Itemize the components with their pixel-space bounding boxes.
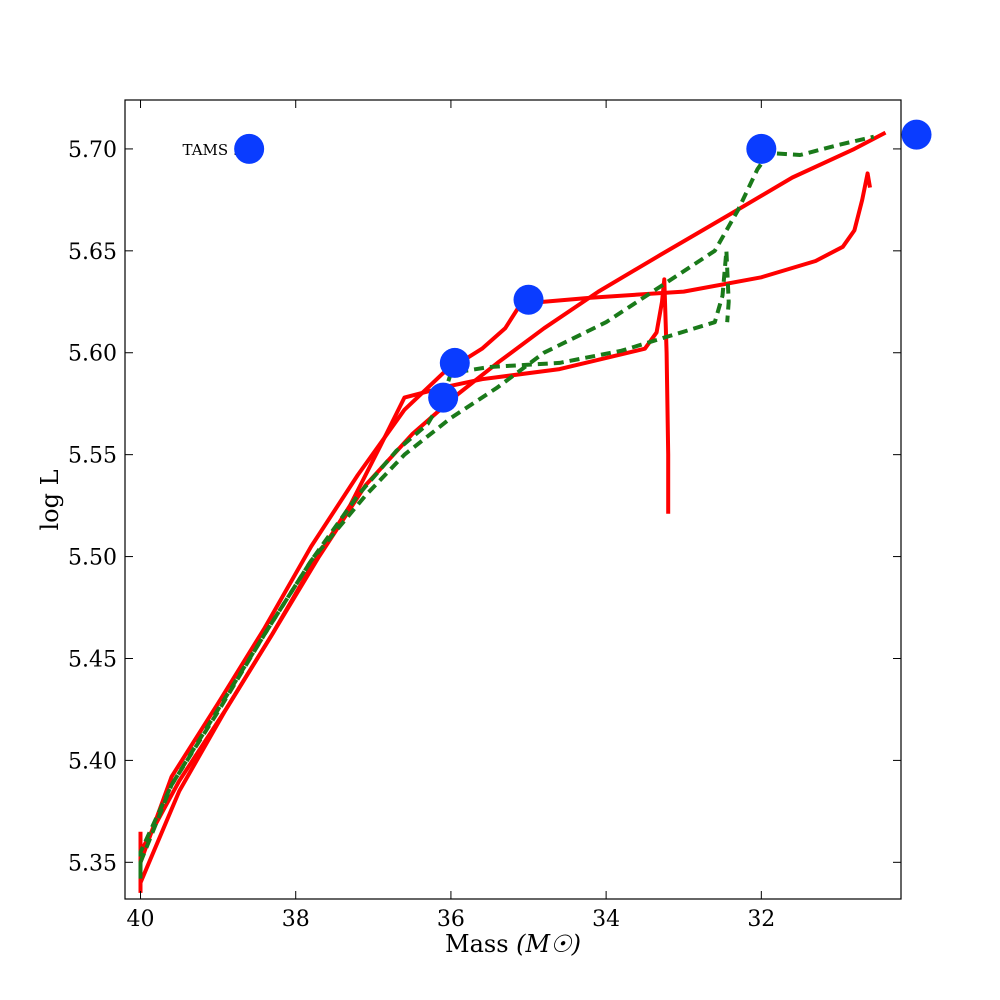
tams-marker xyxy=(439,347,470,378)
legend-label: TAMS : xyxy=(183,141,238,159)
y-tick-label: 5.45 xyxy=(68,647,117,672)
x-tick-label: 40 xyxy=(127,907,155,932)
x-tick-label: 38 xyxy=(282,907,310,932)
series-line-1 xyxy=(138,171,872,865)
y-tick-label: 5.55 xyxy=(68,444,117,469)
y-tick-label: 5.70 xyxy=(68,138,117,163)
y-tick-label: 5.65 xyxy=(68,240,117,265)
tams-marker-layer xyxy=(428,119,932,413)
y-tick-label: 5.35 xyxy=(68,851,117,876)
y-tick-label: 5.60 xyxy=(68,342,117,367)
y-axis-ticks: 5.35 5.40 5.45 5.50 5.55 5.60 5.65 5.70 xyxy=(68,138,901,876)
tams-marker xyxy=(428,382,459,413)
x-tick-label: 32 xyxy=(747,907,775,932)
y-axis-title: log L xyxy=(36,469,64,530)
tams-marker xyxy=(746,133,777,164)
x-axis-title-text: Mass xyxy=(445,930,509,958)
tams-marker xyxy=(901,119,932,150)
x-tick-label: 36 xyxy=(437,907,465,932)
x-tick-label: 34 xyxy=(592,907,620,932)
x-axis-title-unit: (M☉) xyxy=(516,930,581,958)
x-axis-title: Mass (M☉) xyxy=(445,930,581,958)
legend-marker xyxy=(234,133,265,164)
y-tick-label: 5.50 xyxy=(68,546,117,571)
series-line-2 xyxy=(138,130,887,885)
series-layer xyxy=(138,130,887,893)
tams-marker xyxy=(513,284,544,315)
legend: TAMS : xyxy=(183,133,265,164)
plot-frame xyxy=(124,99,902,900)
y-tick-label: 5.40 xyxy=(68,749,117,774)
x-axis-ticks: 40 38 36 34 32 xyxy=(127,100,775,932)
